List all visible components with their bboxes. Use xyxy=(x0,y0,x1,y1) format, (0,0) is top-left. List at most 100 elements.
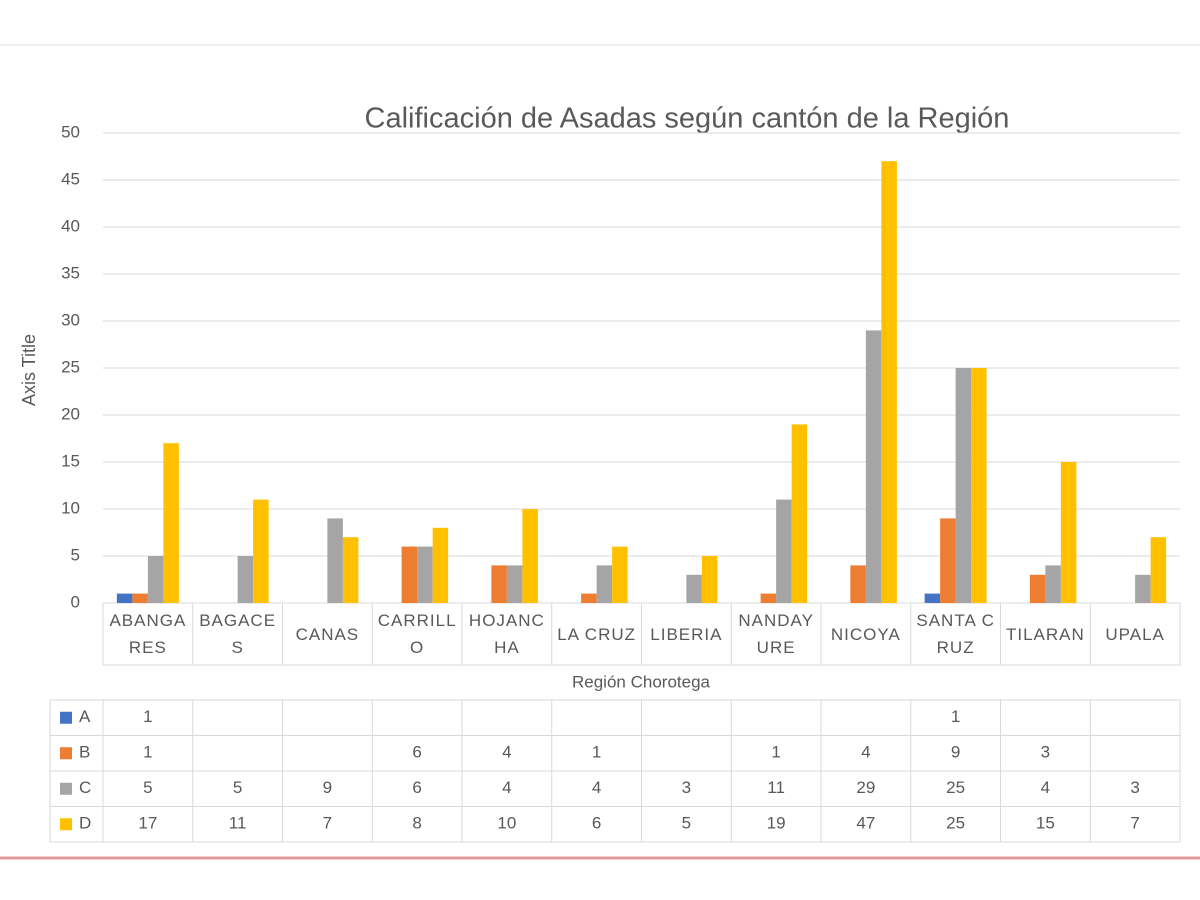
x-tick-label: TILARAN xyxy=(1005,624,1085,644)
table-value: 25 xyxy=(946,814,965,833)
x-tick-label: NICOYA xyxy=(830,624,901,644)
legend-label: A xyxy=(79,707,91,726)
y-tick-label: 35 xyxy=(61,263,80,282)
y-tick-label: 45 xyxy=(61,169,80,188)
bar xyxy=(581,593,597,603)
bar xyxy=(432,527,449,603)
bar xyxy=(850,565,866,603)
bar xyxy=(401,546,418,603)
bar xyxy=(1029,574,1046,603)
table-value: 4 xyxy=(502,778,511,797)
bar xyxy=(132,593,148,603)
legend-swatch xyxy=(60,782,72,795)
table-value: 1 xyxy=(592,743,601,762)
table-value: 25 xyxy=(946,778,965,797)
bar xyxy=(1045,565,1061,603)
y-tick-label: 25 xyxy=(61,357,80,376)
table-value: 11 xyxy=(767,778,785,797)
table-value: 5 xyxy=(682,814,691,833)
y-tick-label: 50 xyxy=(61,122,80,141)
y-tick-label: 30 xyxy=(61,310,80,329)
bar xyxy=(971,368,987,603)
bar xyxy=(612,546,628,603)
bar xyxy=(701,556,718,603)
x-tick-label: ABANGARES xyxy=(109,611,187,657)
bar xyxy=(924,593,941,603)
y-tick-label: 0 xyxy=(71,592,80,611)
table-value: 3 xyxy=(682,778,691,797)
table-value: 17 xyxy=(138,814,157,833)
table-value: 1 xyxy=(771,743,780,762)
x-axis-title: Región Chorotega xyxy=(572,672,711,691)
legend-label: C xyxy=(79,778,91,797)
bar xyxy=(1135,574,1151,603)
table-value: 19 xyxy=(767,814,786,833)
bar xyxy=(955,368,972,603)
bar xyxy=(522,509,538,603)
y-tick-label: 10 xyxy=(61,498,80,517)
bar xyxy=(417,546,433,603)
x-tick-label: CANAS xyxy=(295,624,360,644)
table-value: 5 xyxy=(233,778,242,797)
bar xyxy=(1150,537,1167,603)
x-tick-label: UPALA xyxy=(1105,624,1165,644)
y-axis-title: Axis Title xyxy=(19,334,39,406)
bar xyxy=(237,556,254,603)
x-tick-label: BAGACES xyxy=(199,611,277,657)
bar xyxy=(881,161,897,603)
table-value: 7 xyxy=(323,814,332,833)
bar xyxy=(686,574,702,603)
table-value: 4 xyxy=(861,743,870,762)
bar xyxy=(163,443,179,603)
x-tick-label: HOJANCHA xyxy=(468,611,545,657)
legend-swatch xyxy=(60,747,72,760)
table-value: 3 xyxy=(1130,778,1139,797)
y-tick-label: 40 xyxy=(61,216,80,235)
bar xyxy=(327,518,343,603)
bar xyxy=(940,518,956,603)
bar xyxy=(1060,462,1077,603)
table-value: 4 xyxy=(502,743,511,762)
bar xyxy=(760,593,777,603)
table-value: 11 xyxy=(229,814,247,833)
table-value: 6 xyxy=(592,814,601,833)
table-value: 5 xyxy=(143,778,152,797)
table-value: 4 xyxy=(592,778,601,797)
table-value: 7 xyxy=(1130,814,1139,833)
bar xyxy=(253,499,269,603)
legend-label: B xyxy=(79,743,90,762)
x-tick-label: LA CRUZ xyxy=(557,624,637,644)
table-value: 9 xyxy=(323,778,332,797)
table-value: 3 xyxy=(1041,743,1050,762)
bar xyxy=(791,424,808,603)
legend-swatch xyxy=(60,711,72,724)
chart-title: Calificación de Asadas según cantón de l… xyxy=(365,103,1010,135)
bar xyxy=(865,330,882,603)
table-value: 29 xyxy=(856,778,875,797)
table-value: 4 xyxy=(1041,778,1050,797)
y-tick-label: 5 xyxy=(71,545,80,564)
legend-label: D xyxy=(79,814,91,833)
y-tick-label: 20 xyxy=(61,404,80,423)
x-tick-label: NANDAYURE xyxy=(738,611,814,657)
bar xyxy=(342,537,359,603)
table-value: 15 xyxy=(1036,814,1055,833)
table-value: 10 xyxy=(497,814,516,833)
table-value: 9 xyxy=(951,743,960,762)
table-value: 1 xyxy=(143,707,152,726)
y-tick-label: 15 xyxy=(61,451,80,470)
bar xyxy=(506,565,523,603)
table-value: 6 xyxy=(412,743,421,762)
table-value: 1 xyxy=(143,743,152,762)
bar xyxy=(776,499,792,603)
table-value: 47 xyxy=(856,814,875,833)
bar xyxy=(491,565,507,603)
x-tick-label: LIBERIA xyxy=(650,624,723,644)
bar xyxy=(147,556,164,603)
table-value: 1 xyxy=(951,707,960,726)
bar xyxy=(116,593,133,603)
table-value: 6 xyxy=(412,778,421,797)
x-tick-label: CARRILLO xyxy=(377,611,457,657)
